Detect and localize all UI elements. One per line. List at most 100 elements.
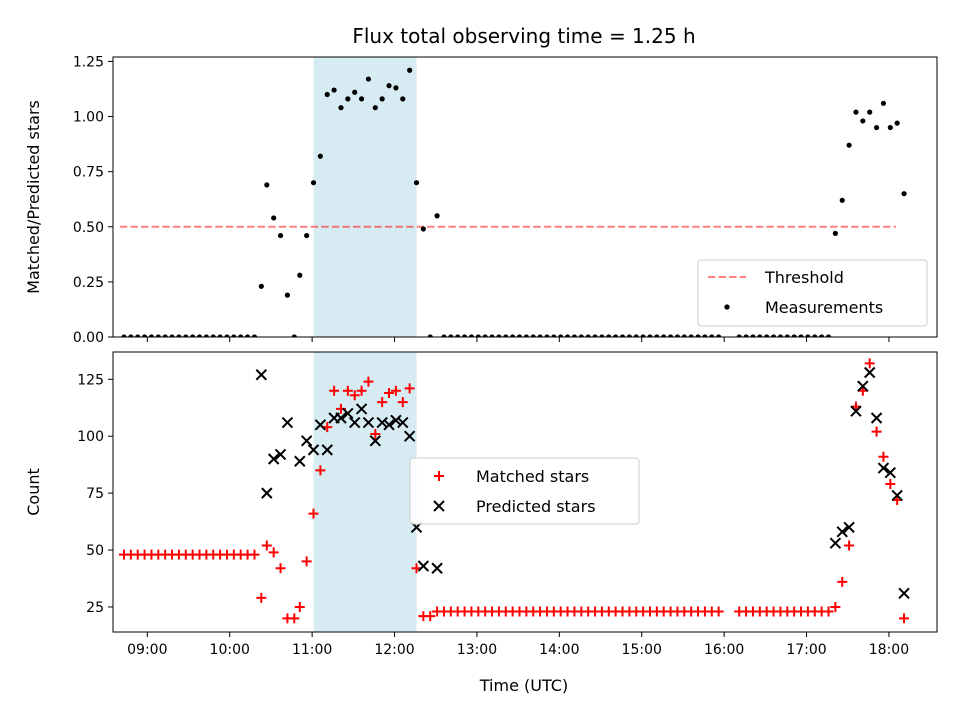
ratio-series-0 — [121, 67, 907, 337]
matched-star-point — [390, 385, 401, 396]
x-tick-label: 15:00 — [622, 642, 662, 658]
matched-star-point — [899, 613, 910, 624]
measurement-point — [757, 334, 763, 337]
x-axis-label: Time (UTC) — [479, 676, 568, 695]
measurement-point — [688, 334, 694, 337]
predicted-star-point — [390, 414, 402, 427]
measurement-point — [839, 197, 845, 203]
predicted-star-point — [884, 466, 897, 479]
measurement-point — [365, 76, 372, 82]
count-y-tick-label: 25 — [86, 600, 104, 616]
measurement-point — [619, 334, 626, 337]
measurement-point — [640, 334, 646, 337]
measurement-point — [217, 334, 223, 337]
predicted-star-point — [836, 526, 848, 538]
matched-star-point — [885, 479, 896, 490]
matched-star-point — [844, 540, 855, 551]
measurement-point — [434, 213, 440, 219]
predicted-star-point — [877, 462, 890, 474]
x-tick-label: 13:00 — [457, 642, 497, 658]
measurement-point — [141, 334, 148, 337]
measurement-point — [482, 334, 488, 337]
predicted-star-point — [870, 412, 883, 424]
legend-measurements-label: Measurements — [765, 298, 883, 317]
measurement-point — [777, 334, 784, 337]
matched-star-point — [837, 576, 848, 587]
measurement-point — [530, 334, 536, 337]
ratio-y-tick-label: 0.50 — [73, 220, 104, 236]
predicted-star-point — [829, 537, 842, 549]
measurement-point — [352, 89, 358, 95]
matched-star-point — [315, 465, 326, 476]
matched-star-point — [377, 397, 388, 408]
measurement-point — [894, 120, 900, 126]
measurement-point — [121, 334, 127, 337]
predicted-star-point — [857, 380, 869, 392]
measurement-point — [345, 96, 351, 102]
matched-star-point — [878, 451, 889, 462]
measurement-point — [510, 334, 516, 337]
predicted-star-point — [431, 562, 443, 574]
measurement-point — [400, 96, 406, 102]
count-y-tick-label: 100 — [77, 429, 104, 445]
predicted-star-point — [314, 419, 327, 431]
count-y-tick-label: 50 — [86, 543, 104, 559]
measurement-point — [661, 334, 667, 337]
legend-matched-label: Matched stars — [476, 467, 589, 486]
measurement-point — [558, 334, 564, 337]
measurement-point — [135, 334, 141, 337]
count-y-axis-label: Count — [24, 468, 43, 516]
ratio-observing-window — [313, 57, 417, 337]
matched-star-point — [823, 606, 834, 617]
matched-star-point — [308, 508, 319, 519]
measurement-point — [716, 334, 722, 337]
predicted-star-point — [383, 419, 395, 431]
measurement-point — [338, 105, 344, 111]
x-tick-label: 18:00 — [869, 642, 909, 658]
measurement-point — [203, 334, 209, 337]
measurement-point — [475, 334, 481, 337]
measurement-point — [372, 105, 378, 111]
measurement-point — [503, 334, 509, 337]
ratio-panel: Matched/Predicted stars 0.00 0.25 0.50 0.75… — [24, 54, 938, 346]
measurement-point — [324, 91, 330, 98]
measurement-point — [496, 334, 502, 337]
measurement-point — [784, 334, 790, 337]
measurement-point — [901, 191, 907, 197]
matched-star-point — [871, 426, 882, 437]
measurement-point — [448, 334, 454, 337]
measurement-point — [297, 272, 303, 278]
count-legend-box — [409, 457, 640, 525]
measurement-point — [304, 232, 310, 239]
x-tick-label: 09:00 — [127, 642, 167, 658]
measurement-point — [386, 83, 392, 89]
measurement-point — [585, 334, 591, 337]
count-y-tick-label: 75 — [86, 486, 104, 502]
predicted-star-point — [307, 444, 320, 456]
measurement-point — [674, 334, 681, 337]
measurement-point — [551, 334, 557, 337]
measurement-point — [825, 334, 832, 337]
ratio-plot-area — [119, 57, 907, 337]
measurement-point — [709, 334, 715, 337]
measurement-point — [427, 334, 433, 337]
matched-star-point — [261, 540, 272, 551]
x-tick-label: 12:00 — [374, 642, 414, 658]
measurement-point — [805, 334, 811, 337]
measurement-point — [190, 334, 196, 337]
measurement-point — [516, 334, 523, 337]
measurement-point — [860, 118, 866, 124]
predicted-star-point — [348, 416, 361, 429]
predicted-star-point — [403, 430, 416, 442]
measurement-point — [176, 334, 182, 337]
predicted-star-point — [321, 444, 333, 456]
legend-threshold-label: Threshold — [764, 268, 844, 287]
matched-star-point — [301, 556, 312, 567]
matched-star-point — [329, 385, 340, 396]
measurement-point — [695, 334, 701, 337]
measurement-point — [468, 334, 475, 337]
measurement-point — [523, 334, 529, 337]
measurement-point — [277, 232, 284, 239]
